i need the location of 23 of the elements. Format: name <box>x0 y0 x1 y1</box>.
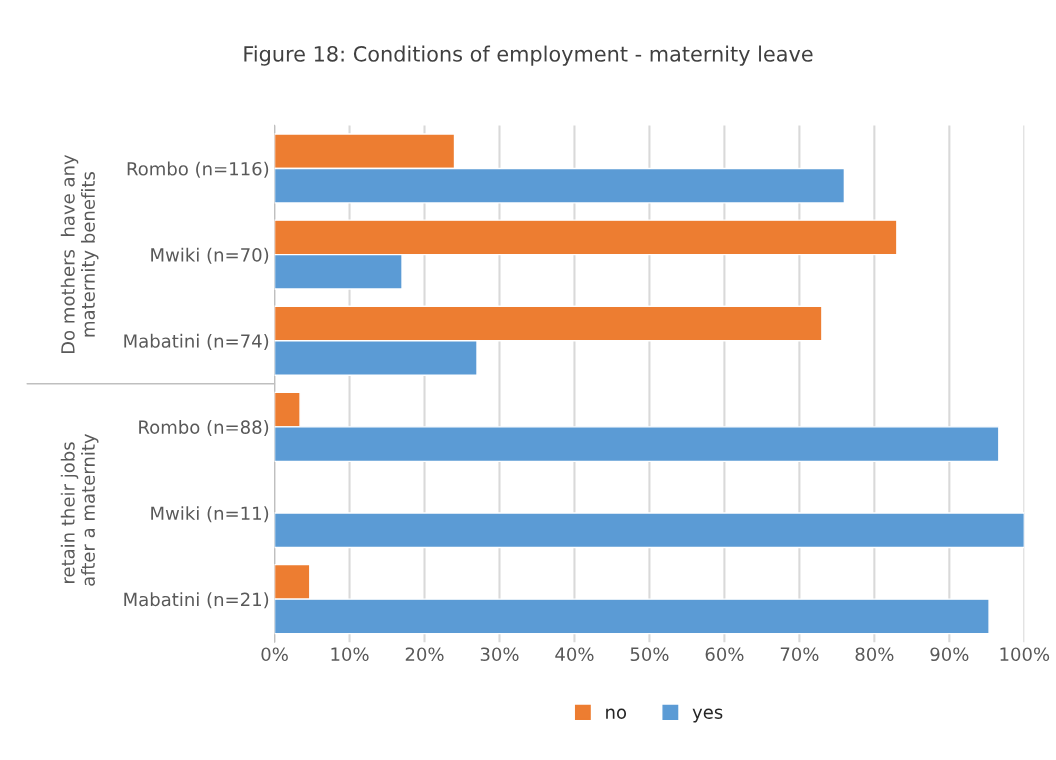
y-tick-label: Mwiki (n=11) <box>151 506 269 523</box>
x-tick-label: 100% <box>1000 647 1050 662</box>
y-tick-label: Mabatini (n=21) <box>124 592 269 609</box>
x-tick-label: 70% <box>780 647 819 662</box>
x-tick-label: 10% <box>331 647 369 662</box>
x-tick-label: 90% <box>930 647 969 662</box>
x-tick-label: 40% <box>555 647 594 662</box>
x-tick-label: 60% <box>705 647 744 662</box>
y-tick-label: Mwiki (n=70) <box>151 247 269 264</box>
x-tick-label: 80% <box>855 647 894 662</box>
x-tick-label: 30% <box>480 647 519 662</box>
x-tick-label: 50% <box>630 647 669 662</box>
legend-label: yes <box>692 708 723 723</box>
y-tick-label: Rombo (n=88) <box>139 420 269 437</box>
bar <box>274 512 1025 549</box>
text: retain their jobs after a maternity <box>60 433 99 586</box>
y-tick-label: Mabatini (n=74) <box>124 333 269 350</box>
legend-label: no <box>606 708 627 719</box>
chart-title: Figure 18: Conditions of employment - maternity leave <box>244 45 813 66</box>
x-tick-label: 0% <box>261 647 288 662</box>
y-tick-label: Rombo (n=116) <box>127 161 269 178</box>
x-tick-label: 20% <box>405 647 444 662</box>
text: Do mothers have any maternity benefits <box>60 154 99 354</box>
